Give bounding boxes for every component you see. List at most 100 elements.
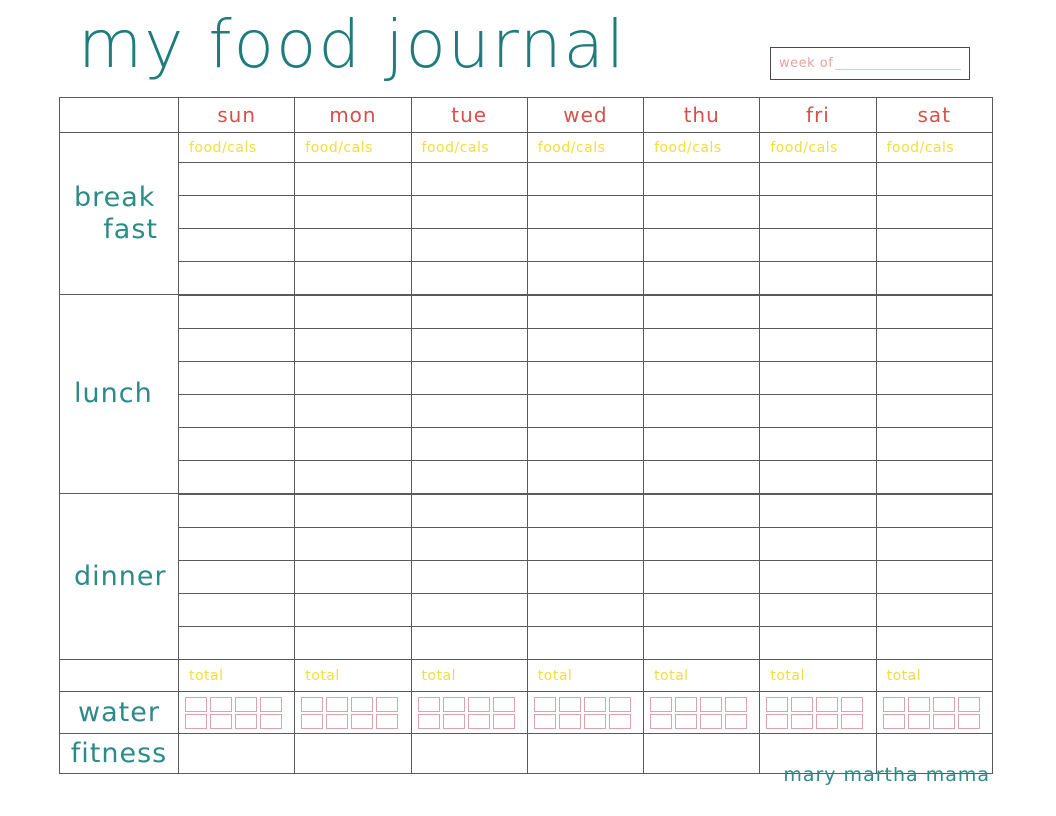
entry-cell-lunch-fri-3[interactable] <box>759 361 877 395</box>
water-cell-tue[interactable] <box>410 691 528 734</box>
entry-cell-lunch-sat-3[interactable] <box>875 361 993 395</box>
water-checkbox[interactable] <box>442 713 465 729</box>
entry-cell-breakfast-mon-1[interactable] <box>294 162 412 196</box>
entry-cell-dinner-wed-4[interactable] <box>526 593 645 627</box>
entry-cell-lunch-thu-3[interactable] <box>643 361 761 395</box>
entry-cell-breakfast-sat-4[interactable] <box>875 261 993 295</box>
water-checkbox[interactable] <box>301 713 324 729</box>
entry-cell-dinner-sun-1[interactable] <box>177 494 296 528</box>
fitness-cell-thu[interactable] <box>643 733 761 774</box>
water-checkbox[interactable] <box>235 713 257 729</box>
water-checkbox[interactable] <box>608 713 631 729</box>
water-checkbox[interactable] <box>301 696 324 712</box>
entry-cell-lunch-mon-3[interactable] <box>294 361 412 395</box>
water-checkbox[interactable] <box>326 713 349 729</box>
water-checkbox[interactable] <box>492 713 515 729</box>
entry-cell-lunch-tue-2[interactable] <box>410 328 528 362</box>
entry-cell-dinner-wed-2[interactable] <box>526 527 645 561</box>
entry-cell-lunch-sun-1[interactable] <box>177 295 296 329</box>
entry-cell-lunch-mon-1[interactable] <box>294 295 412 329</box>
entry-cell-lunch-thu-4[interactable] <box>643 394 761 428</box>
entry-cell-lunch-mon-4[interactable] <box>294 394 412 428</box>
water-checkbox[interactable] <box>882 713 905 729</box>
water-checkbox[interactable] <box>326 696 349 712</box>
water-checkbox[interactable] <box>583 713 606 729</box>
entry-cell-dinner-thu-2[interactable] <box>643 527 761 561</box>
entry-cell-dinner-sun-3[interactable] <box>177 560 296 594</box>
water-checkbox[interactable] <box>185 696 207 712</box>
fitness-cell-wed[interactable] <box>526 733 645 774</box>
entry-cell-lunch-thu-1[interactable] <box>643 295 761 329</box>
entry-cell-lunch-sat-5[interactable] <box>875 427 993 461</box>
entry-cell-breakfast-sat-3[interactable] <box>875 228 993 262</box>
water-checkbox[interactable] <box>533 696 556 712</box>
water-checkbox[interactable] <box>882 696 905 712</box>
entry-cell-dinner-sat-1[interactable] <box>875 494 993 528</box>
water-checkbox[interactable] <box>608 696 631 712</box>
water-checkbox[interactable] <box>558 713 581 729</box>
water-checkbox[interactable] <box>957 713 980 729</box>
water-cell-sun[interactable] <box>177 691 296 734</box>
water-checkbox[interactable] <box>210 713 232 729</box>
water-checkbox[interactable] <box>957 696 980 712</box>
entry-cell-dinner-sun-4[interactable] <box>177 593 296 627</box>
entry-cell-lunch-sun-2[interactable] <box>177 328 296 362</box>
entry-cell-breakfast-tue-4[interactable] <box>410 261 528 295</box>
entry-cell-breakfast-sun-4[interactable] <box>177 261 296 295</box>
entry-cell-dinner-fri-2[interactable] <box>759 527 877 561</box>
water-checkbox[interactable] <box>185 713 207 729</box>
water-checkbox[interactable] <box>766 696 789 712</box>
water-checkbox[interactable] <box>816 713 839 729</box>
water-checkbox[interactable] <box>700 713 723 729</box>
entry-cell-lunch-mon-5[interactable] <box>294 427 412 461</box>
entry-cell-lunch-tue-1[interactable] <box>410 295 528 329</box>
water-cell-mon[interactable] <box>294 691 412 734</box>
entry-cell-breakfast-tue-2[interactable] <box>410 195 528 229</box>
water-checkbox[interactable] <box>932 713 955 729</box>
entry-cell-breakfast-wed-1[interactable] <box>526 162 645 196</box>
entry-cell-dinner-mon-5[interactable] <box>294 626 412 660</box>
entry-cell-dinner-sun-5[interactable] <box>177 626 296 660</box>
entry-cell-breakfast-mon-3[interactable] <box>294 228 412 262</box>
water-checkbox[interactable] <box>816 696 839 712</box>
water-checkbox[interactable] <box>700 696 723 712</box>
entry-cell-lunch-fri-4[interactable] <box>759 394 877 428</box>
water-checkbox[interactable] <box>725 713 748 729</box>
entry-cell-lunch-sun-3[interactable] <box>177 361 296 395</box>
entry-cell-breakfast-fri-1[interactable] <box>759 162 877 196</box>
entry-cell-breakfast-thu-2[interactable] <box>643 195 761 229</box>
entry-cell-breakfast-mon-4[interactable] <box>294 261 412 295</box>
entry-cell-lunch-thu-6[interactable] <box>643 460 761 494</box>
entry-cell-dinner-mon-2[interactable] <box>294 527 412 561</box>
water-checkbox[interactable] <box>791 713 814 729</box>
entry-cell-dinner-tue-3[interactable] <box>410 560 528 594</box>
water-cell-thu[interactable] <box>643 691 761 734</box>
entry-cell-dinner-tue-4[interactable] <box>410 593 528 627</box>
entry-cell-breakfast-sun-3[interactable] <box>177 228 296 262</box>
water-checkbox[interactable] <box>351 713 374 729</box>
water-checkbox[interactable] <box>766 713 789 729</box>
entry-cell-dinner-thu-1[interactable] <box>643 494 761 528</box>
entry-cell-dinner-thu-5[interactable] <box>643 626 761 660</box>
water-checkbox[interactable] <box>492 696 515 712</box>
entry-cell-breakfast-sun-2[interactable] <box>177 195 296 229</box>
water-checkbox[interactable] <box>725 696 748 712</box>
entry-cell-breakfast-wed-2[interactable] <box>526 195 645 229</box>
entry-cell-lunch-mon-6[interactable] <box>294 460 412 494</box>
entry-cell-breakfast-thu-3[interactable] <box>643 228 761 262</box>
entry-cell-lunch-sun-4[interactable] <box>177 394 296 428</box>
water-checkbox[interactable] <box>932 696 955 712</box>
fitness-cell-fri[interactable] <box>759 733 877 774</box>
water-checkbox[interactable] <box>210 696 232 712</box>
entry-cell-dinner-sat-2[interactable] <box>875 527 993 561</box>
entry-cell-dinner-fri-1[interactable] <box>759 494 877 528</box>
entry-cell-lunch-wed-4[interactable] <box>526 394 645 428</box>
entry-cell-lunch-mon-2[interactable] <box>294 328 412 362</box>
entry-cell-dinner-tue-5[interactable] <box>410 626 528 660</box>
entry-cell-dinner-fri-4[interactable] <box>759 593 877 627</box>
entry-cell-breakfast-tue-3[interactable] <box>410 228 528 262</box>
fitness-cell-tue[interactable] <box>410 733 528 774</box>
fitness-cell-mon[interactable] <box>294 733 412 774</box>
entry-cell-lunch-wed-5[interactable] <box>526 427 645 461</box>
water-checkbox[interactable] <box>675 713 698 729</box>
